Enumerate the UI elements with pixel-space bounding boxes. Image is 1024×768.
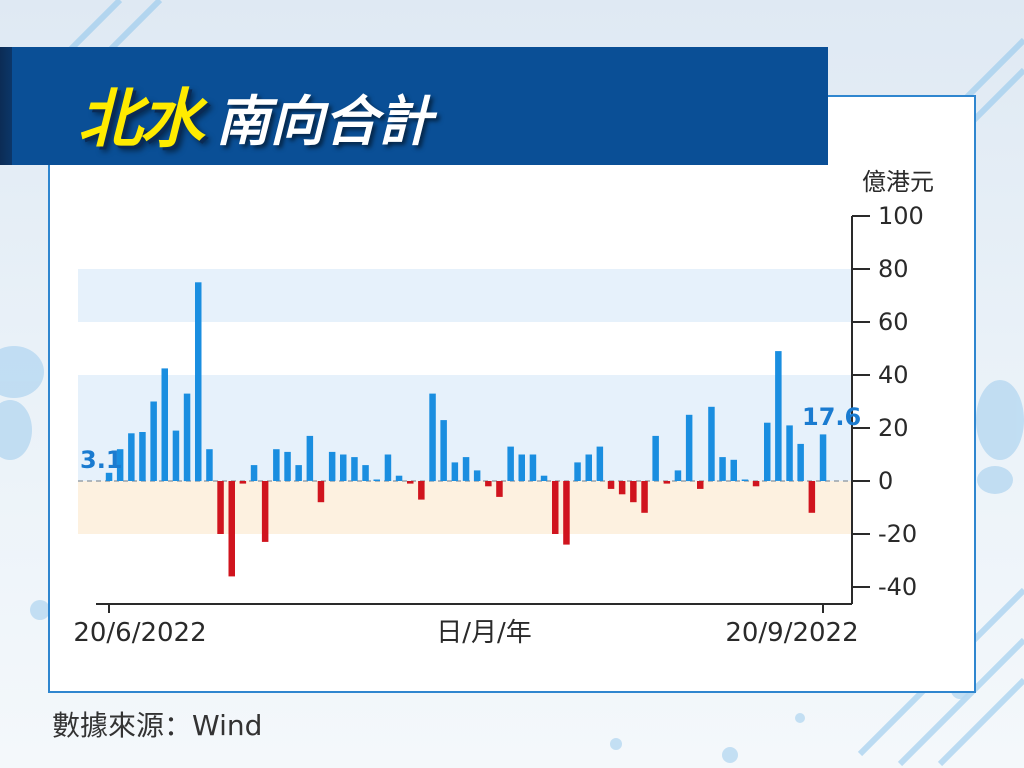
bar	[596, 446, 604, 481]
bar	[351, 457, 358, 481]
y-tick-label: -40	[878, 573, 917, 601]
bar	[630, 481, 637, 503]
bar	[663, 481, 671, 484]
bar	[317, 481, 325, 503]
y-tick-label: 20	[878, 414, 909, 442]
bar	[719, 457, 726, 481]
bar	[529, 454, 537, 481]
y-tick-label: 80	[878, 255, 909, 283]
bar	[116, 449, 124, 481]
bar	[819, 434, 827, 481]
bar	[574, 462, 581, 481]
bar	[473, 470, 481, 481]
bar	[685, 414, 693, 482]
bar	[328, 451, 336, 481]
bar	[496, 481, 503, 497]
data-label-first: 3.1	[80, 446, 123, 474]
data-label-last: 17.6	[802, 403, 861, 431]
bar	[607, 481, 615, 489]
title-sub: 南向合計	[216, 90, 432, 153]
title-main: 北水	[78, 83, 204, 157]
bar	[284, 451, 291, 481]
y-axis-unit-label: 億港元	[862, 168, 934, 196]
bar	[407, 481, 414, 484]
background-bands	[78, 269, 852, 534]
bar	[161, 368, 168, 481]
bar	[128, 433, 135, 481]
bar	[730, 459, 737, 481]
bar	[585, 454, 592, 481]
x-axis-label: 日/月/年	[436, 618, 532, 648]
source-note: 數據來源：Wind	[52, 709, 263, 742]
band-neg20-0	[78, 481, 852, 534]
bar	[540, 475, 548, 481]
axes-group	[96, 216, 853, 613]
bar	[652, 435, 659, 481]
bar	[641, 481, 648, 513]
bar	[618, 481, 626, 495]
bar	[808, 481, 816, 513]
bar	[206, 449, 213, 481]
bar	[306, 435, 314, 481]
y-tick-label: 100	[878, 202, 924, 230]
bar	[563, 481, 570, 545]
y-tick-label: 60	[878, 308, 909, 336]
x-tick-label-end: 20/9/2022	[725, 618, 858, 648]
bar	[384, 454, 392, 481]
bars-group	[105, 282, 827, 577]
y-tick-label: -20	[878, 520, 917, 548]
bar	[362, 465, 369, 481]
bar	[797, 443, 804, 481]
band-60-80	[78, 269, 852, 322]
bar	[775, 351, 782, 481]
title-banner	[12, 47, 828, 165]
y-tick-label: 0	[878, 467, 893, 495]
bar	[418, 481, 425, 500]
bar	[764, 422, 771, 481]
bar	[239, 481, 247, 484]
bar	[373, 479, 380, 481]
bar	[195, 282, 202, 482]
bar	[183, 393, 191, 482]
bar	[250, 465, 258, 481]
bar	[451, 462, 459, 481]
bar	[752, 481, 760, 487]
y-tick-label: 40	[878, 361, 909, 389]
bar	[150, 401, 157, 481]
bar	[295, 465, 302, 481]
bar	[507, 446, 514, 481]
bar	[139, 432, 146, 481]
bar	[429, 393, 436, 482]
bar	[552, 481, 559, 534]
bar	[261, 481, 269, 542]
bar	[105, 472, 113, 481]
bar	[708, 406, 715, 481]
bar	[741, 479, 749, 481]
bar	[674, 470, 682, 481]
title-block: 北水 南向合計	[78, 68, 432, 160]
y-tick-labels: 100 80 60 40 20 0 -20 -40	[852, 202, 924, 601]
bar	[440, 420, 447, 481]
bar	[273, 449, 280, 481]
bar	[228, 481, 235, 577]
bar	[786, 425, 793, 481]
bar	[395, 475, 403, 481]
x-tick-label-start: 20/6/2022	[73, 618, 206, 648]
bar	[217, 481, 224, 534]
bar	[518, 454, 525, 481]
bar	[485, 481, 492, 487]
bar	[340, 454, 347, 481]
bar	[462, 457, 470, 481]
bar	[172, 430, 180, 481]
bar	[697, 481, 704, 489]
